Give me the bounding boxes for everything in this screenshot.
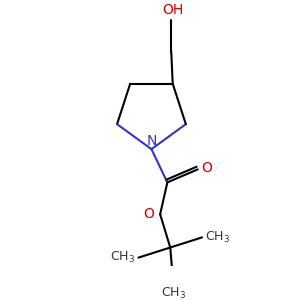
Text: CH$_3$: CH$_3$ xyxy=(110,250,136,265)
Text: N: N xyxy=(146,134,157,148)
Text: CH$_3$: CH$_3$ xyxy=(160,286,186,300)
Text: OH: OH xyxy=(162,3,183,16)
Text: O: O xyxy=(143,207,154,221)
Text: CH$_3$: CH$_3$ xyxy=(205,230,230,245)
Text: O: O xyxy=(201,161,212,175)
